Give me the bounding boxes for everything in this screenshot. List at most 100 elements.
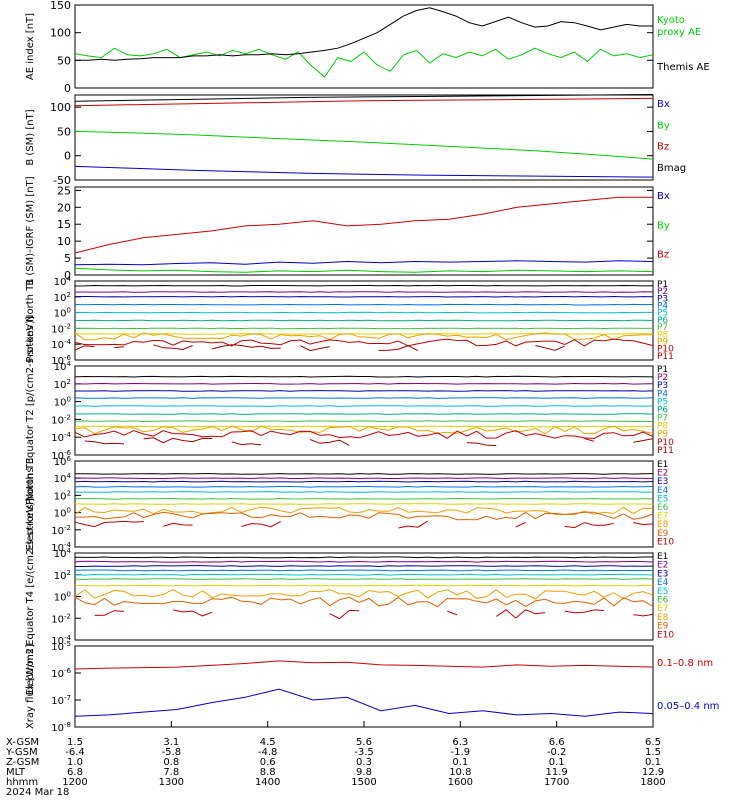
y-tick-label: 10-4	[51, 338, 71, 351]
legend-p6: P6	[657, 405, 668, 415]
y-tick-label: 0	[64, 269, 71, 282]
legend-bz: Bz	[657, 250, 669, 261]
y-tick-label: 10-2	[51, 524, 71, 537]
series-line-p10	[74, 430, 654, 440]
series-line-e9	[75, 511, 654, 521]
legend-p2: P2	[657, 287, 668, 297]
legend-0-1-0-8-nm: 0.1–0.8 nm	[657, 658, 713, 669]
series-line-e4	[74, 485, 654, 488]
y-tick-label: 100	[50, 27, 71, 40]
series-line-e4	[74, 569, 654, 572]
legend-p3: P3	[657, 294, 668, 304]
series-line-p2	[74, 291, 654, 293]
y-tick-label: 104	[54, 360, 72, 373]
series-line-e5	[75, 491, 653, 493]
legend-bx: Bx	[657, 191, 670, 202]
legend-e3: E3	[657, 477, 668, 487]
series-line-e3	[74, 480, 654, 483]
x-tick-label: 0.1	[549, 757, 565, 768]
series-line-bmag	[74, 94, 654, 102]
y-tick-label: 10	[57, 235, 71, 248]
y-tick-label: 20	[57, 201, 71, 214]
y-tick-label: 10-2	[51, 612, 71, 625]
legend-e10: E10	[657, 537, 674, 547]
y-tick-label: 10-6	[51, 449, 71, 462]
x-row-label-hhmm: hhmm	[6, 777, 38, 788]
series-line-e9	[74, 596, 654, 608]
panel-6: 106 104 102 100 10-2 10-4 Electrons North T3 E1…	[25, 455, 674, 554]
series-line-0-05-0-4-nm	[74, 688, 654, 717]
legend-e8: E8	[657, 613, 669, 623]
panel-frame	[74, 4, 654, 89]
series-line-p10	[74, 338, 654, 347]
legend-p4: P4	[657, 389, 668, 399]
series-line-e2	[74, 477, 653, 480]
y-axis-label: Xray flux [W/m2]	[25, 644, 36, 729]
series-line-by	[74, 130, 654, 160]
x-tick-label: 0.8	[163, 757, 179, 768]
panel-3: 0 5 10 15 20 25 B (SM)-IGRF (SM) [nT] Bx By Bz	[25, 176, 670, 285]
legend-p3: P3	[657, 381, 668, 391]
legend-e2: E2	[657, 561, 668, 571]
series-line-p11	[84, 437, 654, 447]
y-tick-label: -50	[53, 174, 71, 187]
y-tick-label: 0	[64, 82, 71, 95]
legend-p11: P11	[657, 446, 674, 456]
x-tick-label: 10.8	[449, 767, 471, 778]
legend-by: By	[657, 120, 670, 131]
legend-by: By	[657, 220, 670, 231]
x-tick-label: 5.6	[356, 737, 372, 748]
series-line-p1	[74, 375, 654, 378]
y-tick-label: 106	[54, 455, 72, 468]
series-line-bx	[74, 260, 654, 266]
y-tick-label: 10-7	[51, 694, 71, 707]
y-axis-label: Protons North T1	[25, 278, 36, 362]
series-line-p3	[75, 390, 654, 392]
series-line-kyoto-proxy-ae	[74, 47, 654, 78]
y-tick-label: 100	[50, 101, 71, 114]
series-line-p7	[74, 420, 654, 423]
legend-bz: Bz	[657, 142, 669, 153]
x-tick-label: -1.9	[451, 747, 471, 758]
legend-e3: E3	[657, 569, 668, 579]
y-axis-label: Protons Equator T2 [p/(cm2-s-sr-keV)]	[25, 316, 36, 505]
x-tick-label: 1700	[544, 777, 569, 788]
series-line-e3	[75, 565, 654, 568]
legend-p9: P9	[657, 337, 668, 347]
y-tick-label: 50	[57, 54, 71, 67]
x-tick-label: 6.3	[452, 737, 468, 748]
series-line-e2	[74, 560, 654, 563]
x-axis-table: X-GSM 1.5 3.1 4.5 5.6 6.3 6.6 6.5 Y-GSM -6.4 -5.8 -…	[5, 721, 666, 788]
legend-e4: E4	[657, 486, 669, 496]
y-tick-label: 100	[54, 396, 71, 409]
x-tick-label: -5.8	[162, 747, 182, 758]
series-line-e7	[74, 503, 654, 505]
x-tick-label: 1300	[159, 777, 184, 788]
series-line-e7	[74, 584, 654, 587]
x-tick-label: 1.5	[645, 747, 661, 758]
y-tick-label: 10-6	[51, 354, 71, 367]
panel-frame	[74, 365, 654, 456]
y-tick-label: 150	[50, 0, 71, 12]
x-tick-label: 12.9	[642, 767, 664, 778]
y-tick-label: 10-4	[51, 431, 71, 444]
x-tick-label: 1500	[351, 777, 376, 788]
legend-e2: E2	[657, 469, 668, 479]
series-line-e6	[74, 497, 654, 500]
y-axis-label: Electrons Equator T4 [e/(cm2-s-sr-keV)]	[25, 498, 36, 695]
y-axis-label: B (SM) [nT]	[25, 109, 36, 165]
legend-themis-ae: Themis AE	[656, 62, 710, 73]
legend-e1: E1	[657, 460, 668, 470]
series-line-e1	[75, 473, 654, 475]
legend-p8: P8	[657, 330, 668, 340]
panel-2: -50 0 50 100 B (SM) [nT] Bx By Bz Bmag	[25, 94, 686, 187]
y-tick-label: 10-4	[51, 634, 71, 647]
y-axis-label: AE index [nT]	[25, 13, 36, 80]
legend-p1: P1	[657, 365, 668, 375]
x-tick-label: 1400	[255, 777, 280, 788]
x-tick-label: 6.5	[645, 737, 661, 748]
legend-p8: P8	[657, 422, 668, 432]
x-tick-label: 3.1	[163, 737, 179, 748]
x-tick-label: 0.1	[645, 757, 661, 768]
